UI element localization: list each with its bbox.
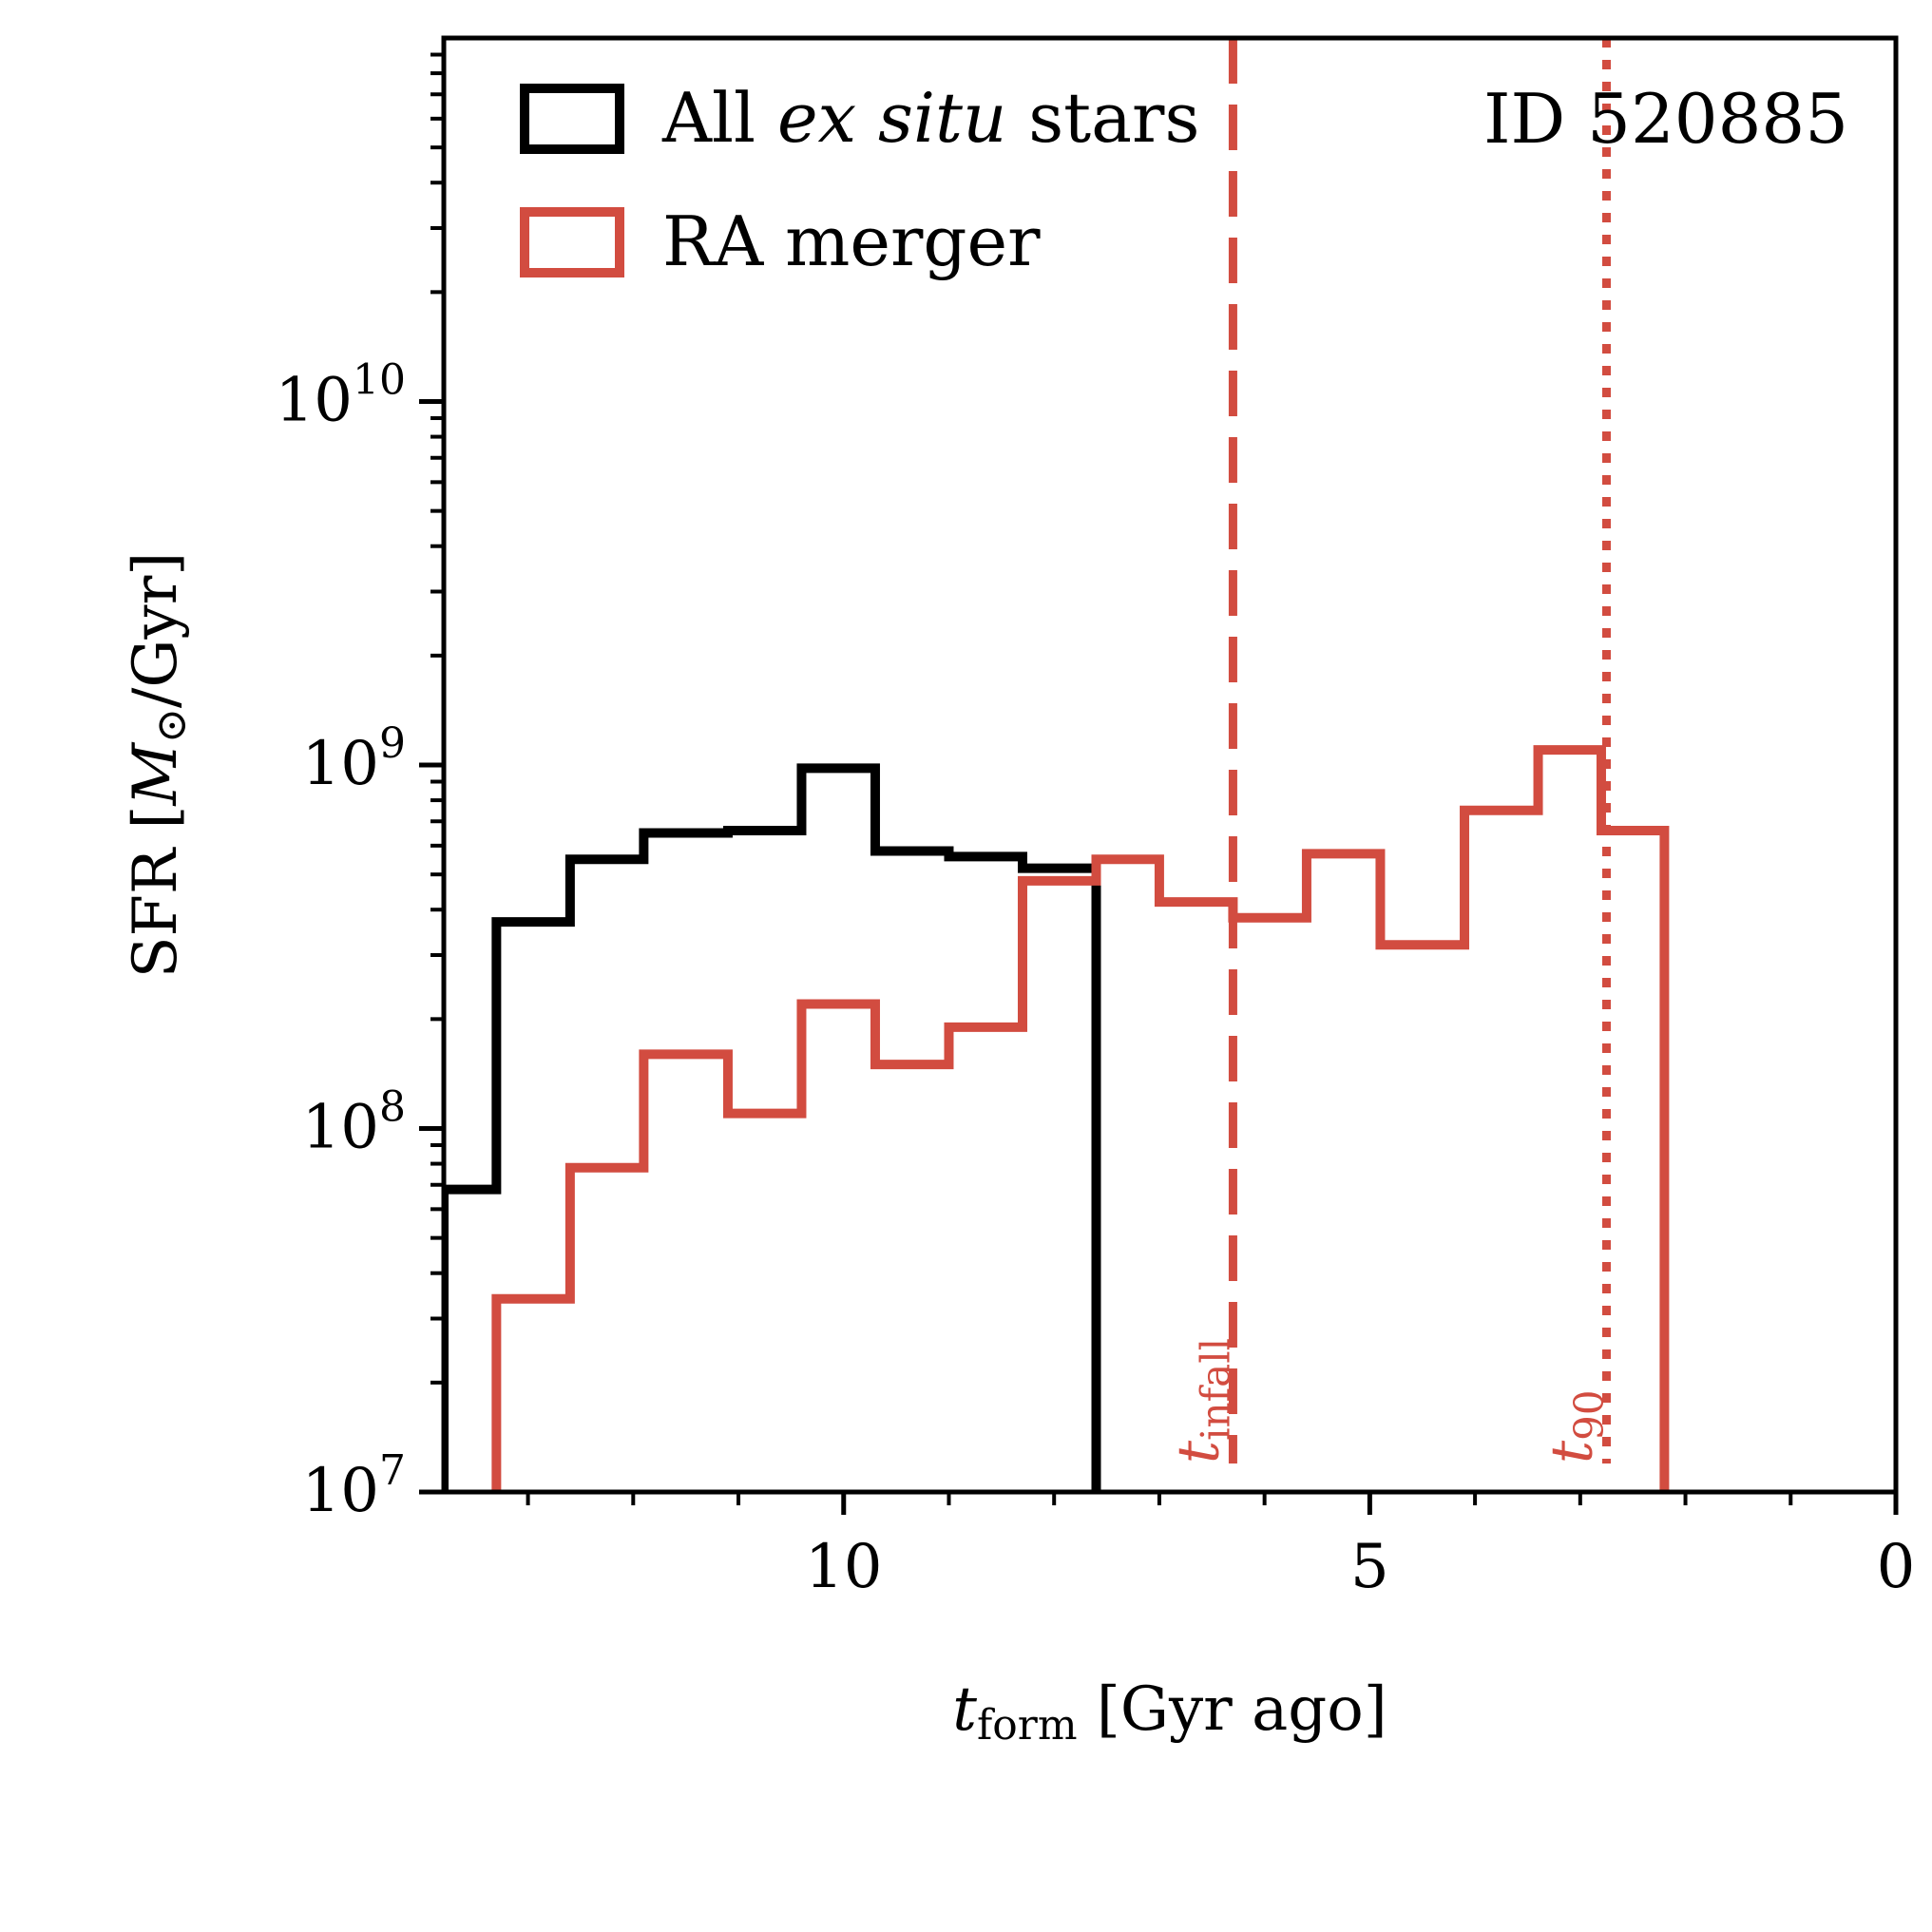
vline-label-90: t90 <box>1540 1389 1613 1463</box>
y-axis-label: SFR [M⊙/Gyr] <box>121 552 196 979</box>
y-tick-label: 108 <box>302 1083 406 1163</box>
x-axis-label-sub: form <box>977 1701 1078 1750</box>
label-layer: ID 520885 tform [Gyr ago] SFR [M⊙/Gyr] <box>121 79 1848 1750</box>
y-tick-label: 1010 <box>276 356 406 436</box>
legend-swatch-ra-merger <box>520 207 624 277</box>
x-tick-label: 5 <box>1350 1532 1389 1602</box>
y-tick-label: 107 <box>302 1446 406 1526</box>
legend-swatch-all-ex-situ <box>520 84 624 154</box>
y-axis-label-sub: ⊙ <box>147 708 196 743</box>
y-axis-label-symbol: M <box>121 742 191 807</box>
series-layer <box>444 745 1670 1492</box>
y-axis-label-prefix: SFR [ <box>121 806 191 979</box>
x-tick-label: 10 <box>805 1532 882 1602</box>
x-axis-label-main: t <box>952 1674 977 1745</box>
y-axis-label-suffix: /Gyr] <box>121 552 191 708</box>
y-tick-label: 109 <box>302 719 406 799</box>
x-tick-label: 0 <box>1877 1532 1916 1602</box>
legend-label-all-ex-situ: All ex situ stars <box>661 78 1199 158</box>
x-axis-label-rest: [Gyr ago] <box>1078 1674 1387 1745</box>
x-axis-label: tform [Gyr ago] <box>952 1674 1387 1750</box>
tick-layer: 10 5 0 107 108 109 1010 <box>276 52 1916 1602</box>
galaxy-id-annotation: ID 520885 <box>1483 79 1848 159</box>
vline-layer: tinfall t90 <box>1165 38 1613 1463</box>
series-line-ra-merger <box>491 745 1670 1492</box>
legend: All ex situ stars RA merger <box>520 78 1199 281</box>
legend-label-ra-merger: RA merger <box>662 201 1041 281</box>
vline-label-infall: tinfall <box>1165 1338 1238 1463</box>
series-line-all-ex-situ <box>444 763 1101 1492</box>
